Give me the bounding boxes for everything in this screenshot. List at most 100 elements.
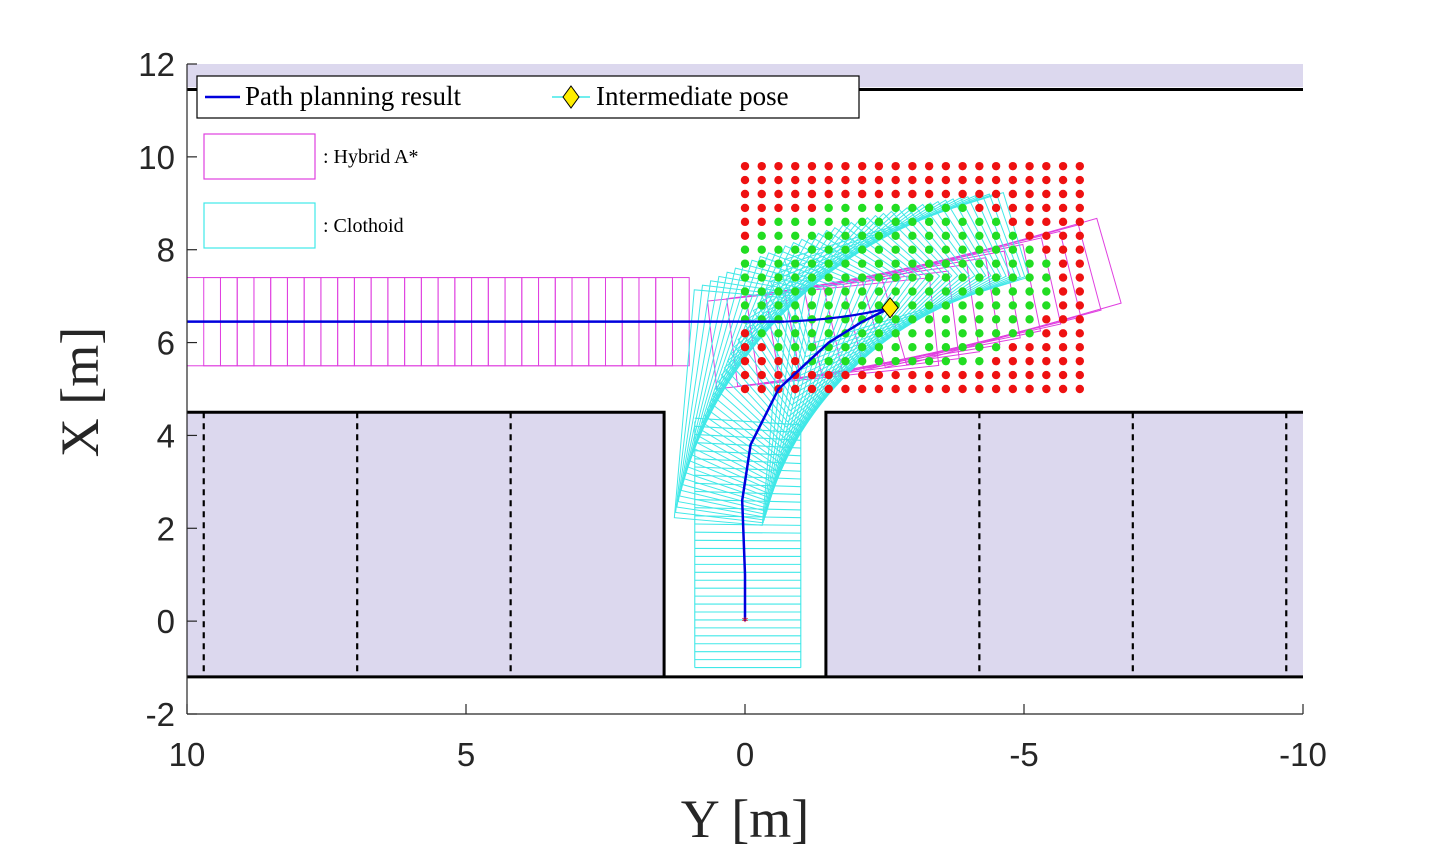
x-tick-label: -5	[1009, 736, 1038, 773]
infeasible-point	[807, 175, 817, 185]
clothoid-footprint	[694, 499, 801, 503]
y-tick-label: -2	[146, 696, 175, 733]
infeasible-point	[1008, 343, 1018, 352]
infeasible-point	[1042, 384, 1051, 394]
feasible-point	[924, 217, 934, 227]
infeasible-point	[1058, 231, 1068, 240]
feasible-point	[924, 203, 934, 213]
feasible-point	[958, 217, 967, 227]
infeasible-point	[757, 370, 766, 380]
feasible-point	[774, 259, 783, 268]
clothoid-footprint	[694, 515, 801, 519]
infeasible-point	[975, 161, 984, 171]
feasible-point	[891, 273, 900, 282]
feasible-point	[958, 315, 967, 324]
clothoid-footprint	[694, 433, 801, 441]
feasible-point	[791, 245, 800, 254]
infeasible-point	[908, 175, 917, 185]
feasible-point	[891, 343, 900, 352]
infeasible-point	[991, 161, 1001, 171]
feasible-point	[740, 287, 750, 296]
infeasible-point	[791, 189, 800, 199]
feasible-point	[740, 273, 750, 282]
feasible-point	[891, 356, 900, 366]
infeasible-point	[1042, 329, 1051, 338]
feasible-point	[941, 329, 951, 338]
infeasible-point	[1058, 189, 1068, 199]
feasible-point	[774, 273, 783, 282]
infeasible-point	[874, 384, 884, 394]
feasible-point	[991, 301, 1001, 310]
infeasible-point	[824, 161, 833, 171]
feasible-point	[874, 315, 884, 324]
infeasible-point	[1025, 370, 1034, 380]
infeasible-point	[1042, 189, 1051, 199]
feasible-point	[824, 231, 833, 240]
infeasible-point	[740, 384, 750, 394]
infeasible-point	[991, 175, 1001, 185]
feasible-point	[807, 287, 817, 296]
infeasible-point	[740, 356, 750, 366]
feasible-point	[941, 245, 951, 254]
infeasible-point	[1058, 329, 1068, 338]
feasible-point	[975, 356, 984, 366]
feasible-point	[908, 301, 917, 310]
feasible-point	[841, 301, 850, 310]
feasible-point	[908, 329, 917, 338]
feasible-point	[791, 343, 800, 352]
path-curve	[740, 306, 891, 622]
feasible-point	[857, 343, 867, 352]
feasible-point	[874, 217, 884, 227]
intermediate-pose-marker	[881, 296, 899, 319]
infeasible-point	[1075, 203, 1085, 213]
infeasible-point	[774, 356, 783, 366]
feasible-point	[908, 245, 917, 254]
feasible-point	[857, 203, 867, 213]
feasible-point	[774, 217, 783, 227]
feasible-point	[824, 245, 833, 254]
infeasible-point	[1058, 343, 1068, 352]
candidate-points	[740, 161, 1085, 394]
infeasible-point	[991, 203, 1001, 213]
feasible-point	[857, 245, 867, 254]
feasible-point	[908, 259, 917, 268]
infeasible-point	[807, 203, 817, 213]
infeasible-point	[857, 370, 867, 380]
infeasible-point	[1058, 203, 1068, 213]
infeasible-point	[841, 189, 850, 199]
feasible-point	[941, 343, 951, 352]
infeasible-point	[975, 203, 984, 213]
infeasible-point	[1058, 161, 1068, 171]
infeasible-point	[824, 175, 833, 185]
feasible-point	[924, 287, 934, 296]
feasible-point	[975, 343, 984, 352]
feasible-point	[874, 203, 884, 213]
feasible-point	[874, 343, 884, 352]
clothoid-footprint	[694, 539, 801, 542]
feasible-point	[874, 259, 884, 268]
x-tick-label: -10	[1279, 736, 1327, 773]
feasible-point	[924, 329, 934, 338]
infeasible-point	[1042, 343, 1051, 352]
feasible-point	[975, 287, 984, 296]
y-tick-label: 6	[157, 325, 175, 362]
feasible-point	[774, 301, 783, 310]
clothoid-footprint	[682, 263, 830, 509]
infeasible-point	[975, 384, 984, 394]
feasible-point	[824, 329, 833, 338]
feasible-point	[841, 273, 850, 282]
feasible-point	[1025, 287, 1034, 296]
feasible-point	[857, 356, 867, 366]
feasible-point	[1008, 329, 1018, 338]
feasible-point	[891, 329, 900, 338]
infeasible-point	[1058, 175, 1068, 185]
infeasible-point	[1058, 273, 1068, 282]
feasible-point	[841, 245, 850, 254]
feasible-point	[1042, 259, 1051, 268]
clothoid-footprint	[694, 507, 801, 511]
infeasible-point	[958, 189, 967, 199]
infeasible-point	[740, 231, 750, 240]
infeasible-point	[1025, 384, 1034, 394]
feasible-point	[791, 273, 800, 282]
feasible-point	[857, 287, 867, 296]
